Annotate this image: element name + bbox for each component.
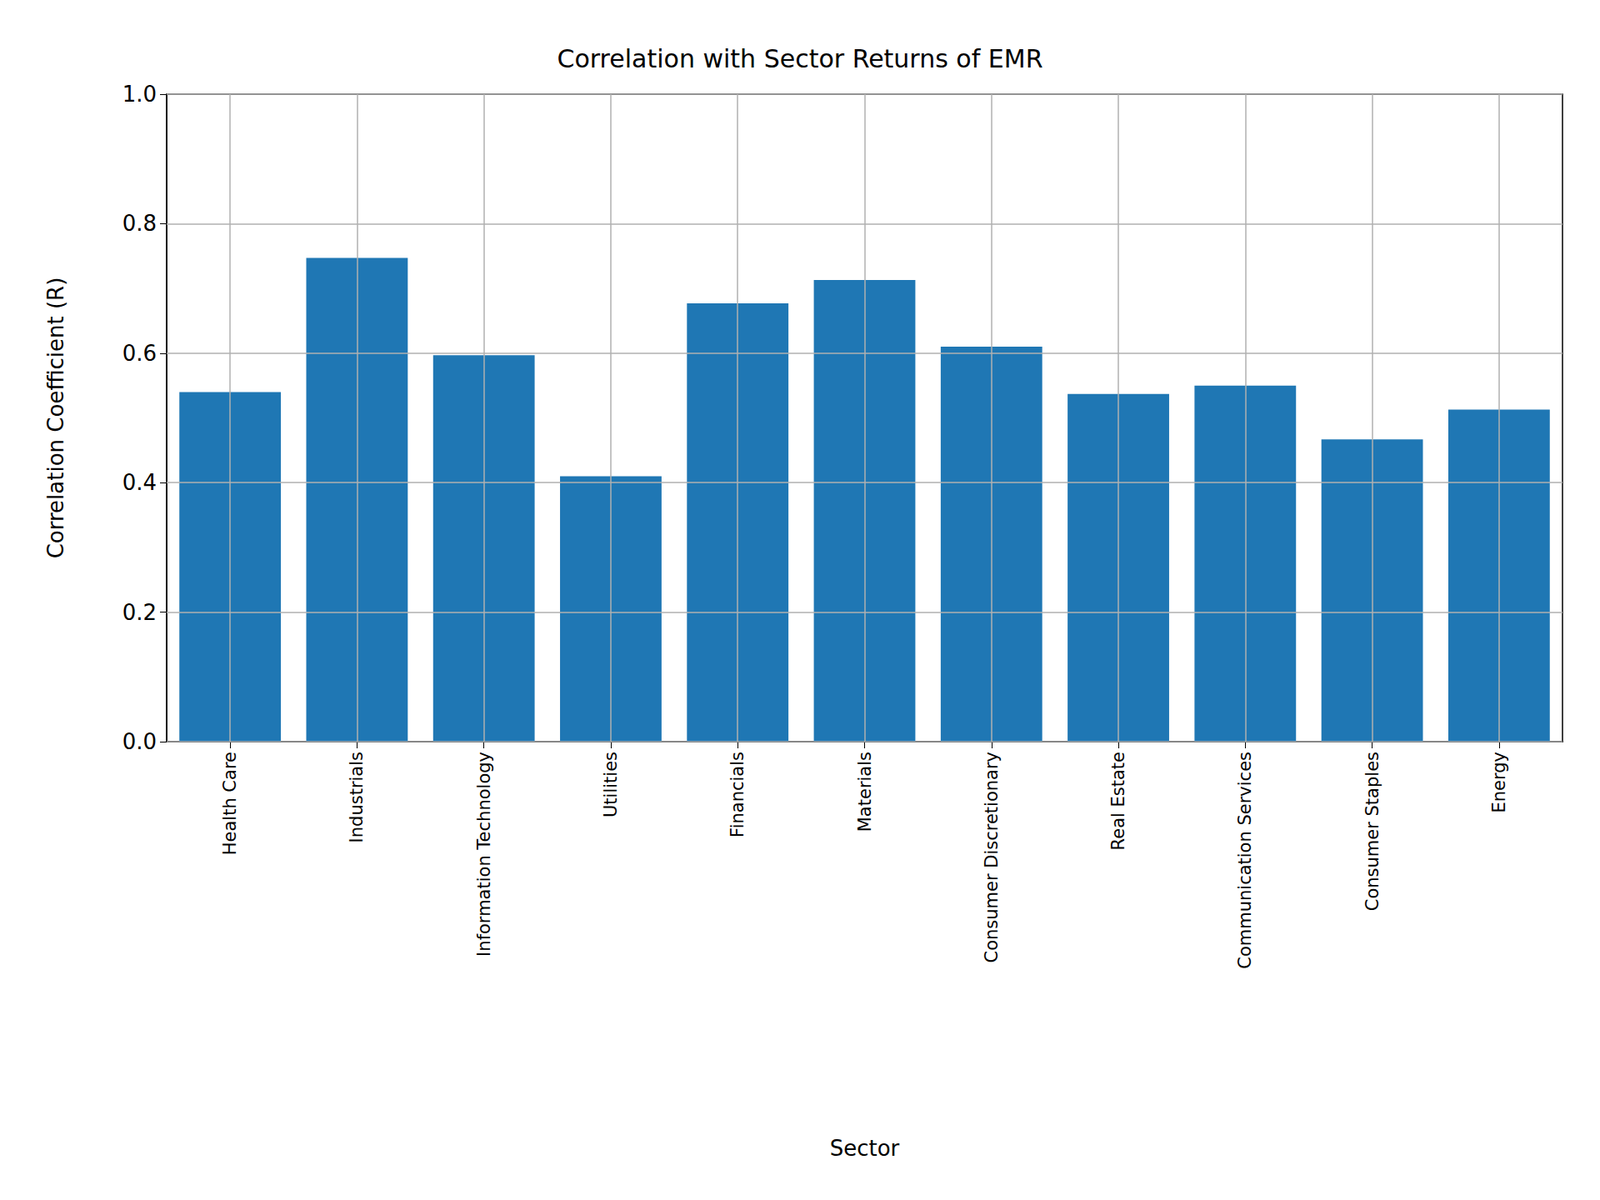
svg-text:Materials: Materials bbox=[855, 751, 875, 832]
svg-text:Financials: Financials bbox=[727, 751, 748, 838]
svg-text:0.6: 0.6 bbox=[122, 340, 157, 366]
svg-text:Sector: Sector bbox=[830, 1135, 900, 1161]
svg-text:0.4: 0.4 bbox=[122, 470, 157, 495]
svg-text:Energy: Energy bbox=[1489, 751, 1510, 814]
svg-text:Real Estate: Real Estate bbox=[1108, 751, 1129, 850]
svg-text:Information Technology: Information Technology bbox=[474, 751, 495, 957]
svg-text:Consumer Discretionary: Consumer Discretionary bbox=[981, 751, 1002, 964]
svg-text:Correlation with Sector Return: Correlation with Sector Returns of EMR bbox=[557, 44, 1044, 74]
svg-text:Health Care: Health Care bbox=[220, 751, 240, 855]
svg-text:Correlation Coefficient (R): Correlation Coefficient (R) bbox=[43, 277, 69, 560]
svg-text:Utilities: Utilities bbox=[600, 751, 621, 818]
svg-text:0.8: 0.8 bbox=[122, 210, 157, 236]
svg-text:1.0: 1.0 bbox=[122, 81, 157, 107]
svg-text:Industrials: Industrials bbox=[346, 751, 367, 843]
svg-text:Communication Services: Communication Services bbox=[1235, 751, 1255, 970]
svg-text:0.2: 0.2 bbox=[122, 600, 157, 625]
svg-text:0.0: 0.0 bbox=[122, 729, 157, 755]
svg-text:Consumer Staples: Consumer Staples bbox=[1362, 751, 1383, 911]
